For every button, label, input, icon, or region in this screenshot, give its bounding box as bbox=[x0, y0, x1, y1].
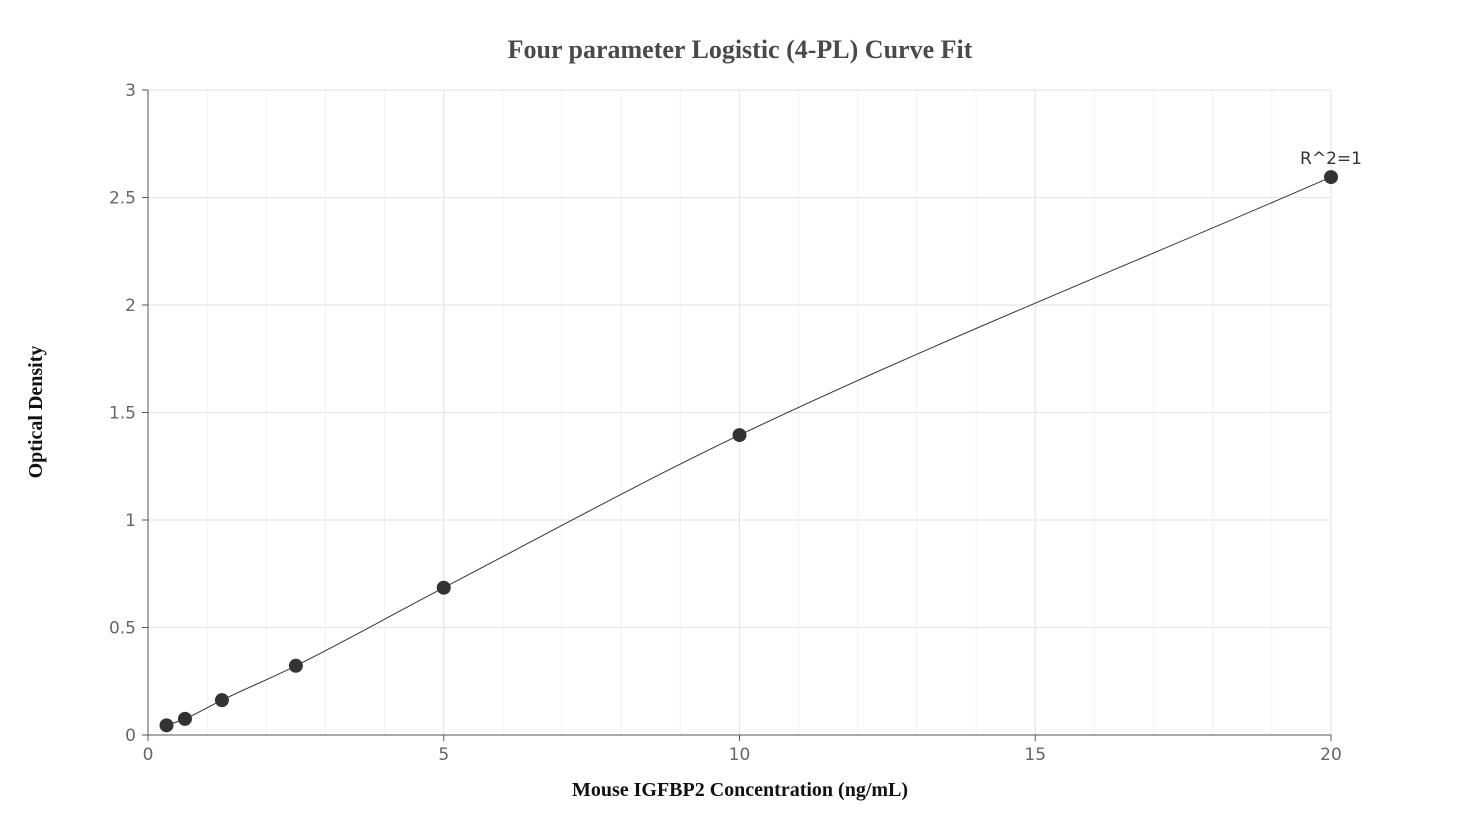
y-tick-label: 1.5 bbox=[109, 404, 136, 424]
x-tick-label: 10 bbox=[729, 745, 751, 765]
data-point bbox=[177, 711, 192, 726]
x-tick-label: 15 bbox=[1024, 745, 1046, 765]
tick-labels-layer: 0 0.5 1 1.5 2 2.5 3 0 5 10 15 20 bbox=[109, 81, 1342, 765]
data-point bbox=[214, 693, 229, 708]
x-tick-label: 5 bbox=[438, 745, 449, 765]
y-axis-label: Optical Density bbox=[25, 346, 47, 479]
data-point bbox=[159, 718, 174, 733]
y-tick-label: 2 bbox=[125, 296, 136, 316]
data-point bbox=[288, 658, 303, 673]
x-axis-label: Mouse IGFBP2 Concentration (ng/mL) bbox=[572, 779, 908, 801]
y-tick-label: 1 bbox=[125, 511, 136, 531]
data-points-layer bbox=[159, 170, 1338, 733]
x-tick-label: 20 bbox=[1320, 745, 1342, 765]
data-point bbox=[732, 428, 747, 443]
fit-curve bbox=[166, 176, 1332, 726]
r-squared-annotation: R^2=1 bbox=[1300, 149, 1362, 169]
data-point bbox=[436, 580, 451, 595]
y-tick-label: 3 bbox=[125, 81, 136, 101]
chart-title: Four parameter Logistic (4-PL) Curve Fit bbox=[508, 35, 973, 64]
y-tick-label: 0.5 bbox=[109, 619, 136, 639]
y-tick-label: 2.5 bbox=[109, 189, 136, 209]
x-tick-label: 0 bbox=[143, 745, 154, 765]
y-tick-label: 0 bbox=[125, 726, 136, 746]
major-grid bbox=[148, 89, 1332, 735]
data-point bbox=[1324, 170, 1338, 185]
fit-curve-layer bbox=[166, 176, 1332, 726]
